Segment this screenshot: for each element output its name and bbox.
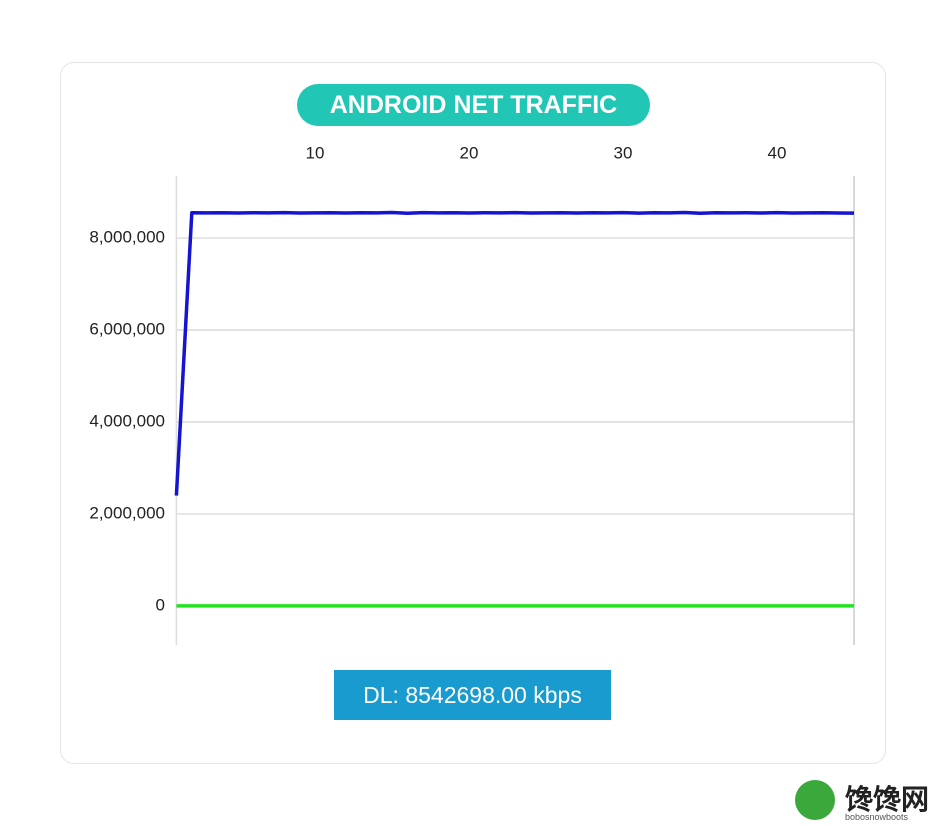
chart-title: ANDROID NET TRAFFIC [297,84,650,126]
y-tick-label: 4,000,000 [89,411,165,430]
data-line [174,210,855,496]
x-tick-label: 30 [614,143,633,162]
watermark-title: 馋馋网 [845,784,930,815]
y-tick-label: 0 [156,595,165,614]
x-tick-label: 10 [306,143,325,162]
watermark: 馋馋网 bobosnowboots [795,778,940,824]
watermark-logo [795,780,835,820]
status-label: DL: 8542698.00 kbps [334,670,611,720]
x-tick-label: 20 [460,143,479,162]
x-tick-label: 40 [768,143,787,162]
y-tick-label: 8,000,000 [89,228,165,247]
y-tick-label: 6,000,000 [89,320,165,339]
y-tick-label: 2,000,000 [89,503,165,522]
watermark-subtitle: bobosnowboots [845,812,909,822]
chart-card [60,62,886,764]
